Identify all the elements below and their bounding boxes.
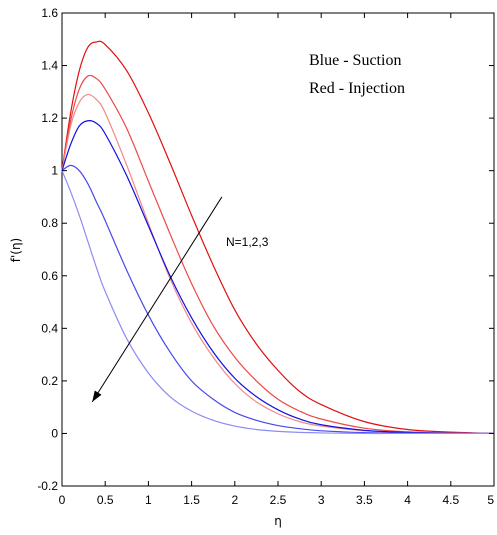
x-tick-label: 1 [145,493,152,507]
x-tick-label: 0 [59,493,66,507]
x-tick-label: 1.5 [183,493,200,507]
x-tick-label: 3 [318,493,325,507]
plot-area [61,12,495,487]
series-line-6 [61,170,494,435]
x-tick-label: 0.5 [97,493,114,507]
y-tick-label: -0.2 [37,479,58,493]
annotation-arrow [91,196,223,403]
y-axis-label: f'(η) [9,238,23,263]
series-layer [61,40,495,435]
y-tick-label: 0.2 [41,374,58,388]
series-line-5 [61,164,495,435]
series-line-1 [61,40,495,435]
series-line-4 [61,120,495,435]
x-tick-label: 4 [404,493,411,507]
y-tick-label: 1 [51,164,58,178]
y-tick-label: 1.4 [41,59,58,73]
x-tick-label: 2.5 [270,493,287,507]
legend-line-injection: Red - Injection [309,80,405,97]
y-tick-label: 1.6 [41,6,58,20]
annotation-label: N=1,2,3 [226,235,269,249]
y-tick-layer: -0.2 0 0.2 0.4 0.6 0.8 1 1.2 1.4 1.6 [37,6,494,493]
x-tick-label: 5 [487,493,494,507]
series-line-2 [61,74,495,435]
x-tick-label: 2 [231,493,238,507]
y-tick-label: 0.6 [41,269,58,283]
x-axis-label: η [274,514,282,528]
x-tick-label: 4.5 [442,493,459,507]
annotation-arrowhead [92,390,102,402]
x-tick-label: 3.5 [356,493,373,507]
x-tick-layer: 0 0.5 1 1.5 2 2.5 3 3.5 4 4.5 5 [59,13,495,507]
legend-line-suction: Blue - Suction [309,52,401,69]
y-tick-label: 1.2 [41,111,58,125]
y-tick-label: 0.4 [41,321,58,335]
y-tick-label: 0 [51,426,58,440]
y-tick-label: 0.8 [41,216,58,230]
